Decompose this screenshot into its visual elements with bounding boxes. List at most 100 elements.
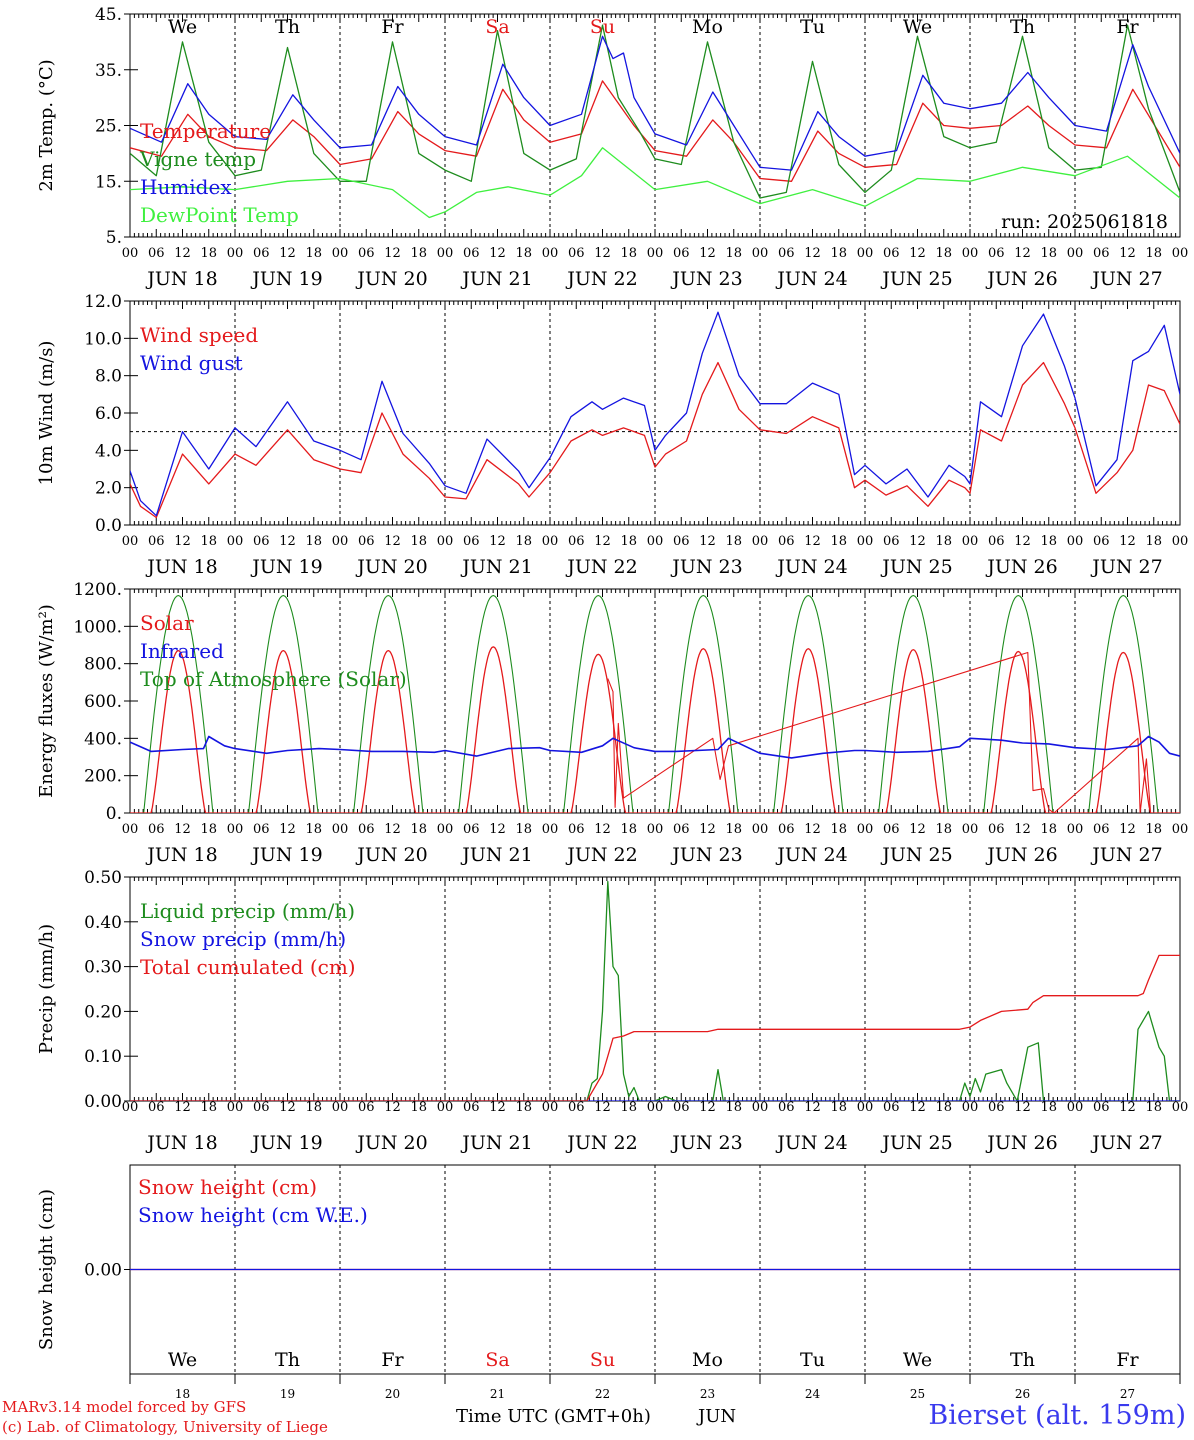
station-title: Bierset (alt. 159m) bbox=[928, 1400, 1186, 1431]
hour-label: 18 bbox=[620, 246, 637, 261]
date-label: JUN 27 bbox=[1090, 844, 1162, 866]
hour-label: 00 bbox=[122, 1100, 139, 1115]
hour-label: 18 bbox=[1040, 246, 1057, 261]
hour-label: 18 bbox=[515, 246, 532, 261]
series-group bbox=[130, 311, 1180, 519]
panel-2: 12.0 10.0 8.0 6.0 4.0 2.0 0.0 10m Wind (m/s) 00 0… bbox=[36, 292, 1188, 578]
hour-label: 06 bbox=[883, 246, 900, 261]
date-label: JUN 27 bbox=[1090, 268, 1162, 290]
hour-label: 12 bbox=[384, 1100, 401, 1115]
day-number-label: 19 bbox=[280, 1387, 295, 1401]
weekday-label: We bbox=[903, 1349, 932, 1371]
solar-dips-line bbox=[607, 651, 1152, 813]
hour-label: 00 bbox=[1067, 822, 1084, 837]
y-tick-label: 400. bbox=[84, 729, 122, 749]
y-tick-label: 25. bbox=[95, 117, 122, 137]
day-number-label: 20 bbox=[385, 1387, 400, 1401]
hour-label: 12 bbox=[699, 534, 716, 549]
date-label: JUN 23 bbox=[670, 1132, 742, 1154]
hour-label: 00 bbox=[332, 534, 349, 549]
hour-label: 00 bbox=[962, 246, 979, 261]
hour-label: 18 bbox=[620, 534, 637, 549]
hour-label: 00 bbox=[857, 534, 874, 549]
solar-line bbox=[865, 649, 970, 813]
hour-label: 12 bbox=[699, 822, 716, 837]
legend-entry-2: Snow precip (mm/h) bbox=[140, 927, 346, 951]
hour-label: 00 bbox=[752, 534, 769, 549]
hour-label: 12 bbox=[1014, 822, 1031, 837]
hour-label: 00 bbox=[857, 246, 874, 261]
day-number-label: 22 bbox=[595, 1387, 610, 1401]
y-tick-label: 35. bbox=[95, 61, 122, 81]
hour-label: 06 bbox=[253, 246, 270, 261]
legend-entry-1: Temperature bbox=[140, 119, 271, 143]
hour-label: 06 bbox=[463, 1100, 480, 1115]
hour-label: 12 bbox=[699, 1100, 716, 1115]
hour-label: 12 bbox=[279, 1100, 296, 1115]
y-axis-label: Energy fluxes (W/m²) bbox=[36, 604, 57, 798]
hour-label: 12 bbox=[279, 822, 296, 837]
hour-label: 12 bbox=[174, 1100, 191, 1115]
weekday-label: Tu bbox=[800, 1349, 825, 1371]
hour-label: 00 bbox=[647, 246, 664, 261]
hour-label: 18 bbox=[305, 822, 322, 837]
hour-label: 00 bbox=[857, 822, 874, 837]
hour-label: 18 bbox=[935, 246, 952, 261]
hour-label: 06 bbox=[1093, 1100, 1110, 1115]
hour-label: 12 bbox=[909, 534, 926, 549]
hour-label: 00 bbox=[227, 246, 244, 261]
hour-label: 06 bbox=[883, 1100, 900, 1115]
hour-label: 00 bbox=[857, 1100, 874, 1115]
date-label: JUN 27 bbox=[1090, 1132, 1162, 1154]
hour-label: 06 bbox=[778, 1100, 795, 1115]
hour-label: 06 bbox=[778, 246, 795, 261]
legend-entry-2: Vigne temp bbox=[139, 147, 256, 171]
legend-entry-1: Solar bbox=[140, 611, 194, 635]
hour-label: 00 bbox=[437, 534, 454, 549]
date-label: JUN 22 bbox=[565, 556, 637, 578]
series-group bbox=[130, 594, 1180, 813]
hour-label: 18 bbox=[410, 246, 427, 261]
hour-label: 18 bbox=[1145, 1100, 1162, 1115]
legend-entry-3: Total cumulated (cm) bbox=[140, 955, 356, 979]
hour-label: 12 bbox=[699, 246, 716, 261]
panel-4: 0.50 0.40 0.30 0.20 0.10 0.00 Precip (mm/h) 00 0… bbox=[36, 868, 1188, 1154]
date-label: JUN 18 bbox=[145, 1132, 217, 1154]
series-group bbox=[130, 880, 1180, 1101]
hour-label: 06 bbox=[148, 246, 165, 261]
weekday-label: Sa bbox=[485, 16, 509, 38]
hour-label: 00 bbox=[752, 246, 769, 261]
hour-label: 00 bbox=[1172, 822, 1189, 837]
weekday-label: Th bbox=[1010, 16, 1035, 38]
hour-label: 18 bbox=[1040, 534, 1057, 549]
y-tick-label: 4.0 bbox=[95, 441, 122, 461]
hour-label: 18 bbox=[935, 534, 952, 549]
date-label: JUN 25 bbox=[880, 844, 952, 866]
date-label: JUN 19 bbox=[250, 1132, 322, 1154]
hour-label: 06 bbox=[463, 246, 480, 261]
hour-label: 18 bbox=[725, 246, 742, 261]
hour-label: 12 bbox=[279, 246, 296, 261]
hour-label: 00 bbox=[962, 822, 979, 837]
hour-label: 12 bbox=[384, 822, 401, 837]
hour-label: 18 bbox=[515, 534, 532, 549]
hour-label: 12 bbox=[804, 1100, 821, 1115]
hour-label: 18 bbox=[200, 1100, 217, 1115]
weekday-label: Sa bbox=[485, 1349, 509, 1371]
hour-label: 00 bbox=[647, 534, 664, 549]
legend-entry-2: Wind gust bbox=[140, 351, 243, 375]
hour-label: 12 bbox=[909, 246, 926, 261]
date-label: JUN 24 bbox=[775, 844, 847, 866]
series-line-1 bbox=[130, 80, 1180, 182]
solar-line bbox=[1075, 651, 1180, 813]
legend-entry-3: Top of Atmosphere (Solar) bbox=[140, 667, 407, 691]
date-label: JUN 19 bbox=[250, 268, 322, 290]
date-label: JUN 19 bbox=[250, 844, 322, 866]
weekday-label: Fr bbox=[381, 1349, 404, 1371]
series-line-1 bbox=[130, 361, 1180, 519]
hour-label: 00 bbox=[332, 1100, 349, 1115]
date-label: JUN 26 bbox=[985, 556, 1057, 578]
y-tick-label: 8.0 bbox=[95, 367, 122, 387]
date-label: JUN 19 bbox=[250, 556, 322, 578]
y-axis-label: Snow height (cm) bbox=[36, 1189, 57, 1350]
